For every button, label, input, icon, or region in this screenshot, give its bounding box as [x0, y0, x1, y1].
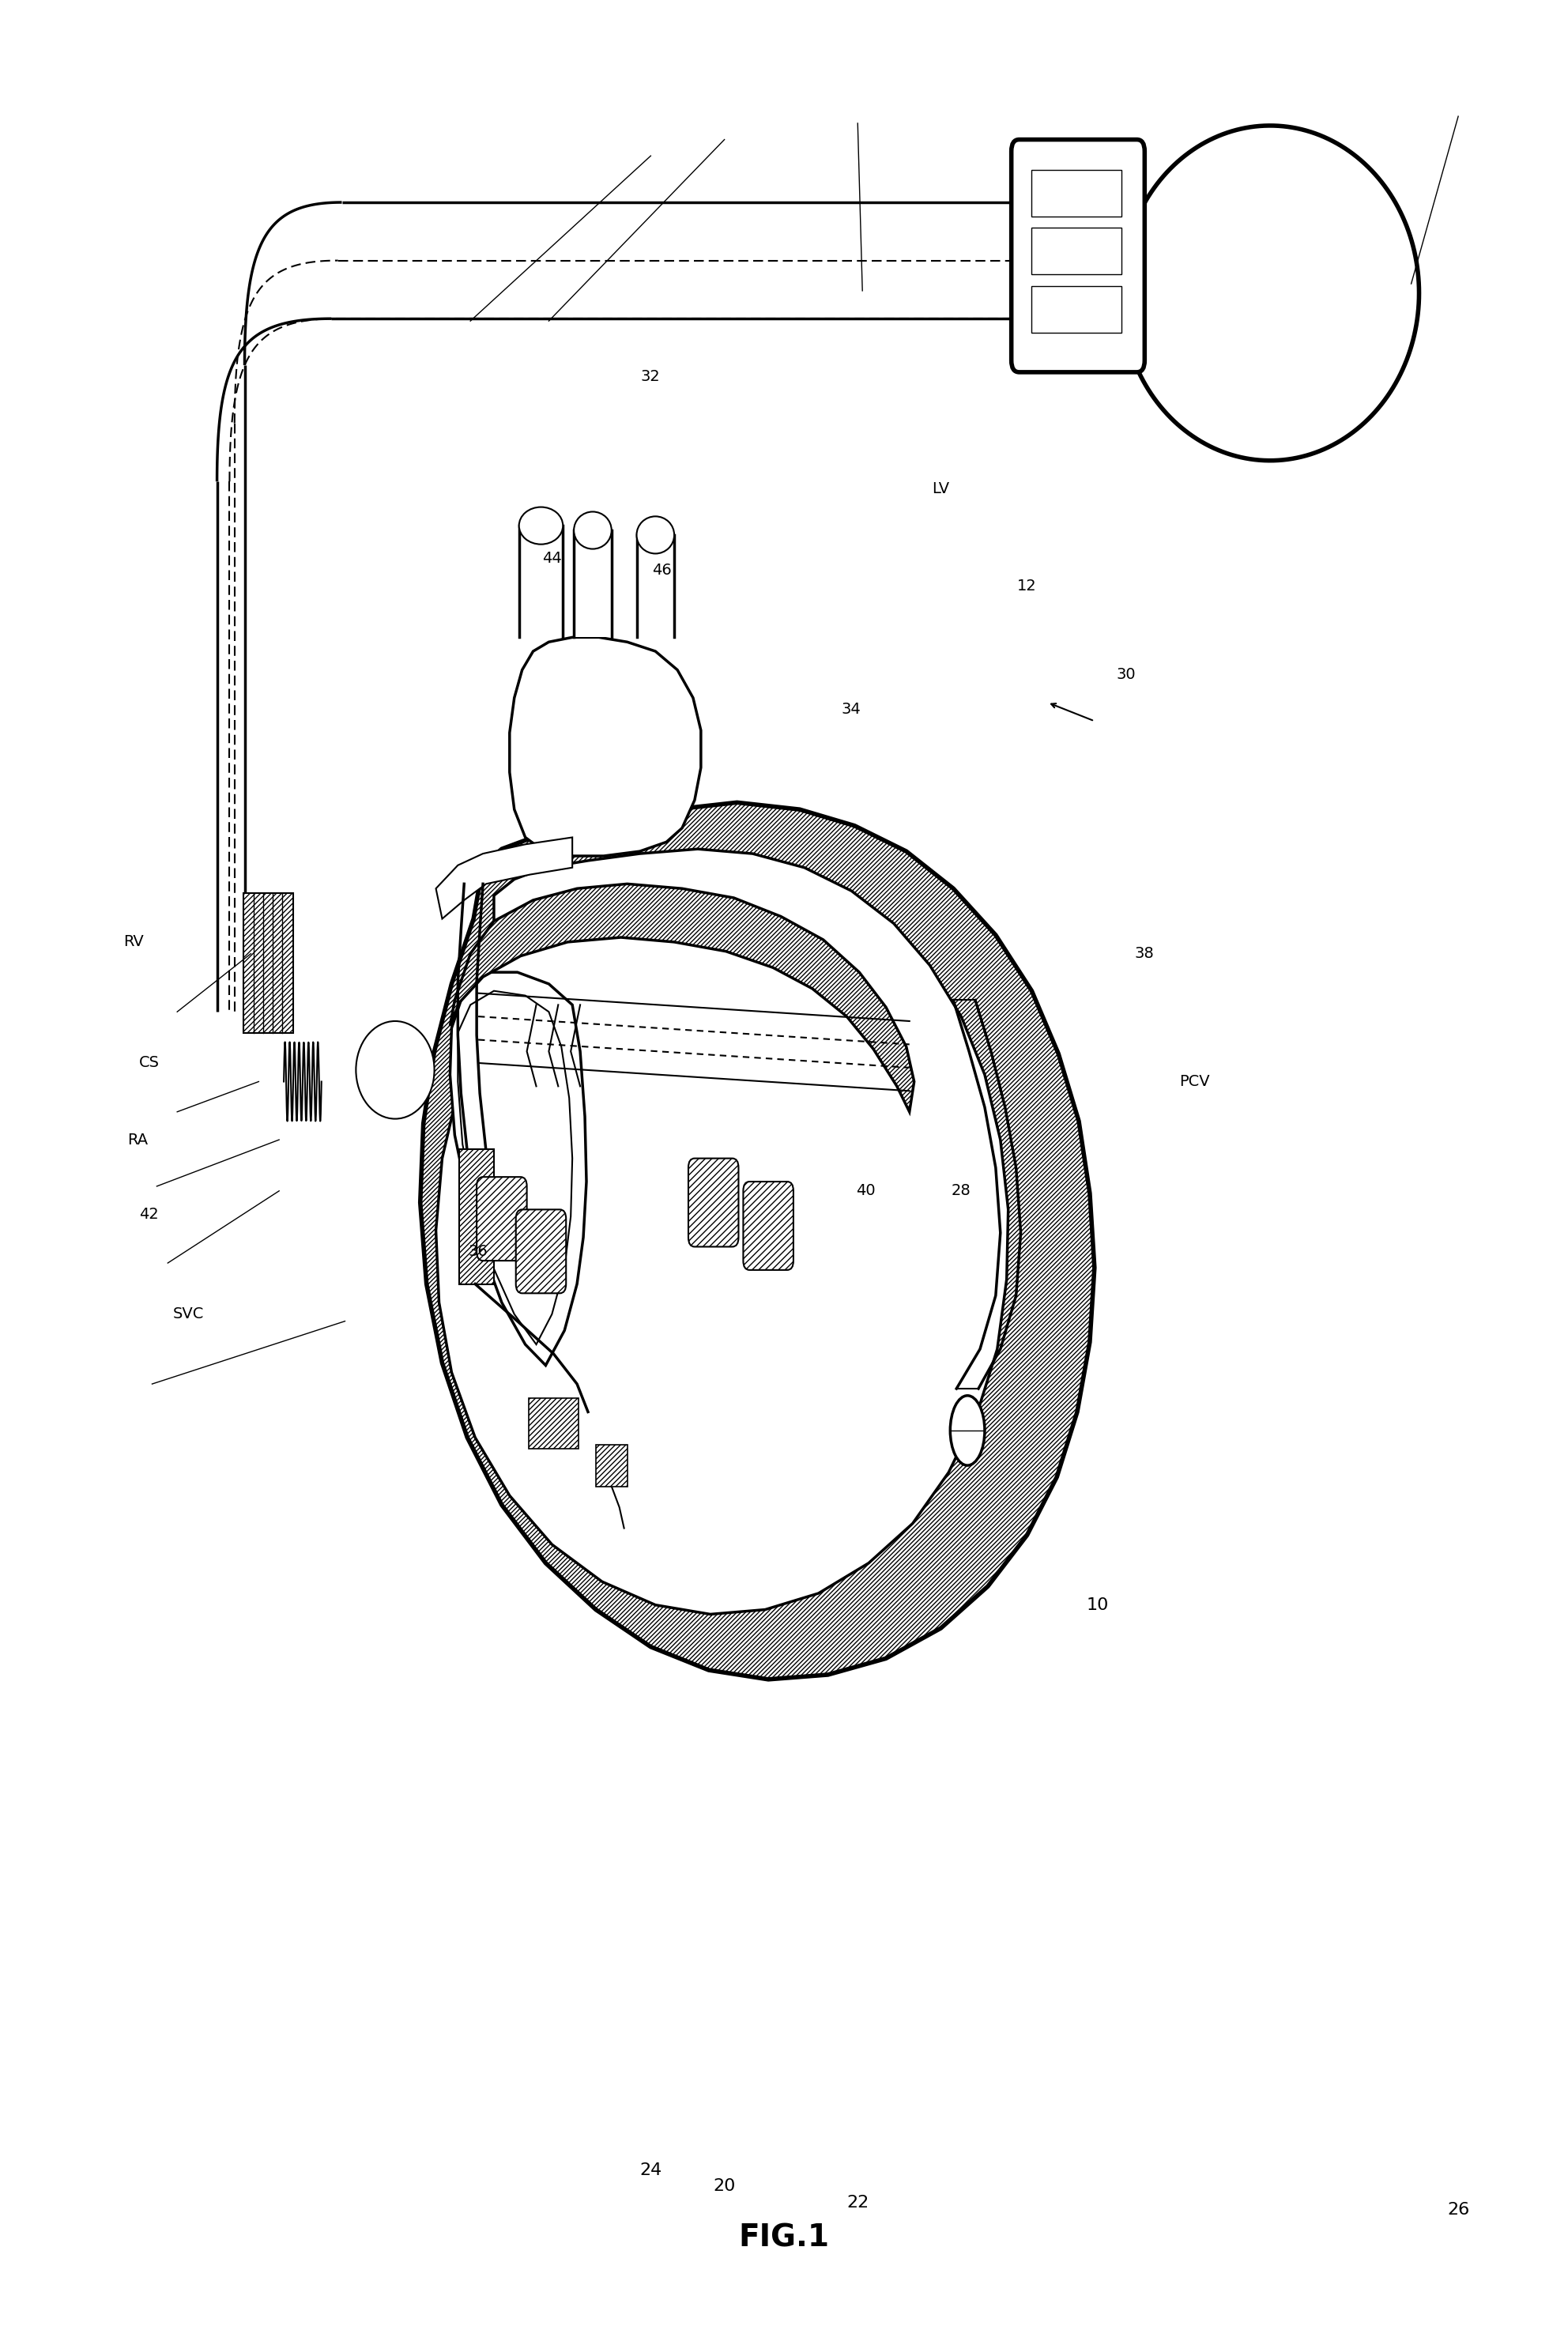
FancyBboxPatch shape — [1011, 140, 1145, 372]
Text: FIG.1: FIG.1 — [739, 2224, 829, 2252]
Text: CS: CS — [138, 1056, 160, 1070]
Bar — [519, 526, 563, 637]
Text: 40: 40 — [856, 1184, 875, 1198]
Polygon shape — [436, 837, 572, 919]
Text: 44: 44 — [543, 551, 561, 565]
Bar — [574, 530, 612, 637]
Polygon shape — [1121, 126, 1419, 461]
Polygon shape — [458, 991, 572, 1344]
Text: 38: 38 — [1135, 947, 1154, 961]
Polygon shape — [510, 637, 701, 856]
Ellipse shape — [637, 516, 674, 554]
Text: 24: 24 — [640, 2163, 662, 2177]
Text: 26: 26 — [1447, 2203, 1469, 2217]
Bar — [1032, 228, 1121, 274]
Text: 34: 34 — [842, 702, 861, 716]
Text: PCV: PCV — [1179, 1075, 1210, 1089]
Text: 12: 12 — [1018, 579, 1036, 593]
Text: 46: 46 — [652, 563, 671, 577]
Polygon shape — [450, 972, 586, 1365]
Text: 42: 42 — [140, 1207, 158, 1221]
Bar — [459, 1149, 494, 1284]
Polygon shape — [420, 802, 1094, 1679]
Text: SVC: SVC — [172, 1307, 204, 1321]
Bar — [528, 1398, 579, 1449]
Ellipse shape — [950, 1396, 985, 1465]
Bar — [243, 893, 293, 1033]
Text: RV: RV — [124, 935, 143, 949]
Text: 22: 22 — [847, 2196, 869, 2210]
Bar — [637, 535, 674, 637]
Polygon shape — [436, 849, 1008, 1614]
Bar — [1032, 170, 1121, 216]
Text: 28: 28 — [952, 1184, 971, 1198]
FancyBboxPatch shape — [688, 1158, 739, 1247]
Ellipse shape — [574, 512, 612, 549]
Text: RA: RA — [127, 1133, 149, 1147]
Text: 32: 32 — [641, 370, 660, 384]
Text: 36: 36 — [469, 1244, 488, 1258]
Bar — [1032, 286, 1121, 333]
Ellipse shape — [519, 507, 563, 544]
Polygon shape — [450, 884, 914, 1112]
Ellipse shape — [356, 1021, 434, 1119]
Text: 20: 20 — [713, 2179, 735, 2193]
FancyBboxPatch shape — [743, 1182, 793, 1270]
FancyBboxPatch shape — [477, 1177, 527, 1261]
Bar — [596, 1444, 627, 1486]
FancyBboxPatch shape — [516, 1210, 566, 1293]
Text: 30: 30 — [1116, 668, 1135, 682]
Text: LV: LV — [931, 481, 950, 495]
Text: 10: 10 — [1087, 1598, 1109, 1612]
